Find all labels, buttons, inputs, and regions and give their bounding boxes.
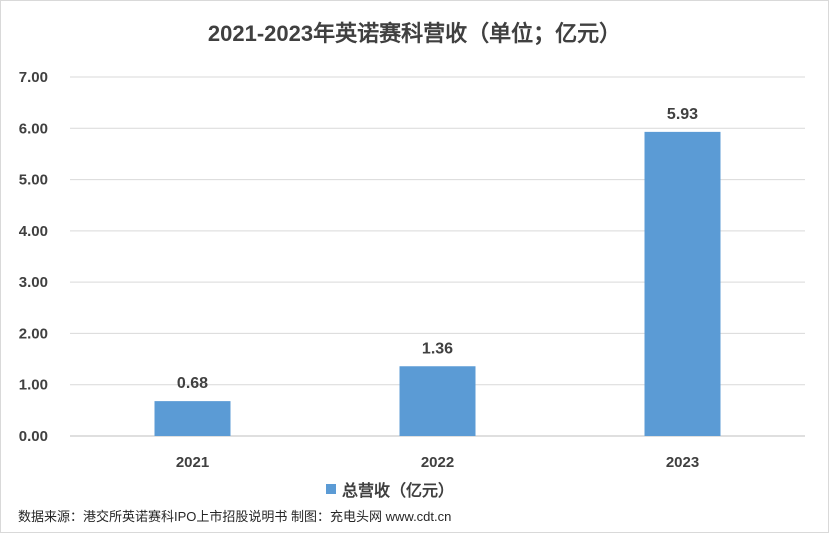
legend: 总营收（亿元） [326, 477, 454, 501]
bar [644, 131, 721, 436]
y-tick-label: 6.00 [19, 120, 48, 137]
y-tick-label: 5.00 [19, 172, 48, 189]
y-tick-label: 4.00 [19, 223, 48, 240]
x-tick-label: 2023 [666, 454, 699, 471]
legend-label: 总营收（亿元） [342, 483, 455, 500]
y-tick-label: 7.00 [19, 69, 48, 86]
bar [399, 366, 476, 436]
x-tick-label: 2022 [421, 454, 454, 471]
source-note: 数据来源：港交所英诺赛科IPO上市招股说明书 制图：充电头网 www.cdt.c… [18, 509, 452, 524]
y-tick-label: 0.00 [19, 428, 48, 445]
x-tick-label: 2021 [176, 454, 209, 471]
chart-title: 2021-2023年英诺赛科营收（单位；亿元） [207, 21, 622, 46]
data-label: 1.36 [422, 340, 453, 357]
data-label: 5.93 [667, 106, 698, 123]
y-tick-label: 3.00 [19, 274, 48, 291]
legend-swatch [326, 484, 336, 494]
bar [154, 401, 231, 436]
y-tick-label: 2.00 [19, 325, 48, 342]
data-label: 0.68 [177, 375, 208, 392]
y-tick-label: 1.00 [19, 377, 48, 394]
